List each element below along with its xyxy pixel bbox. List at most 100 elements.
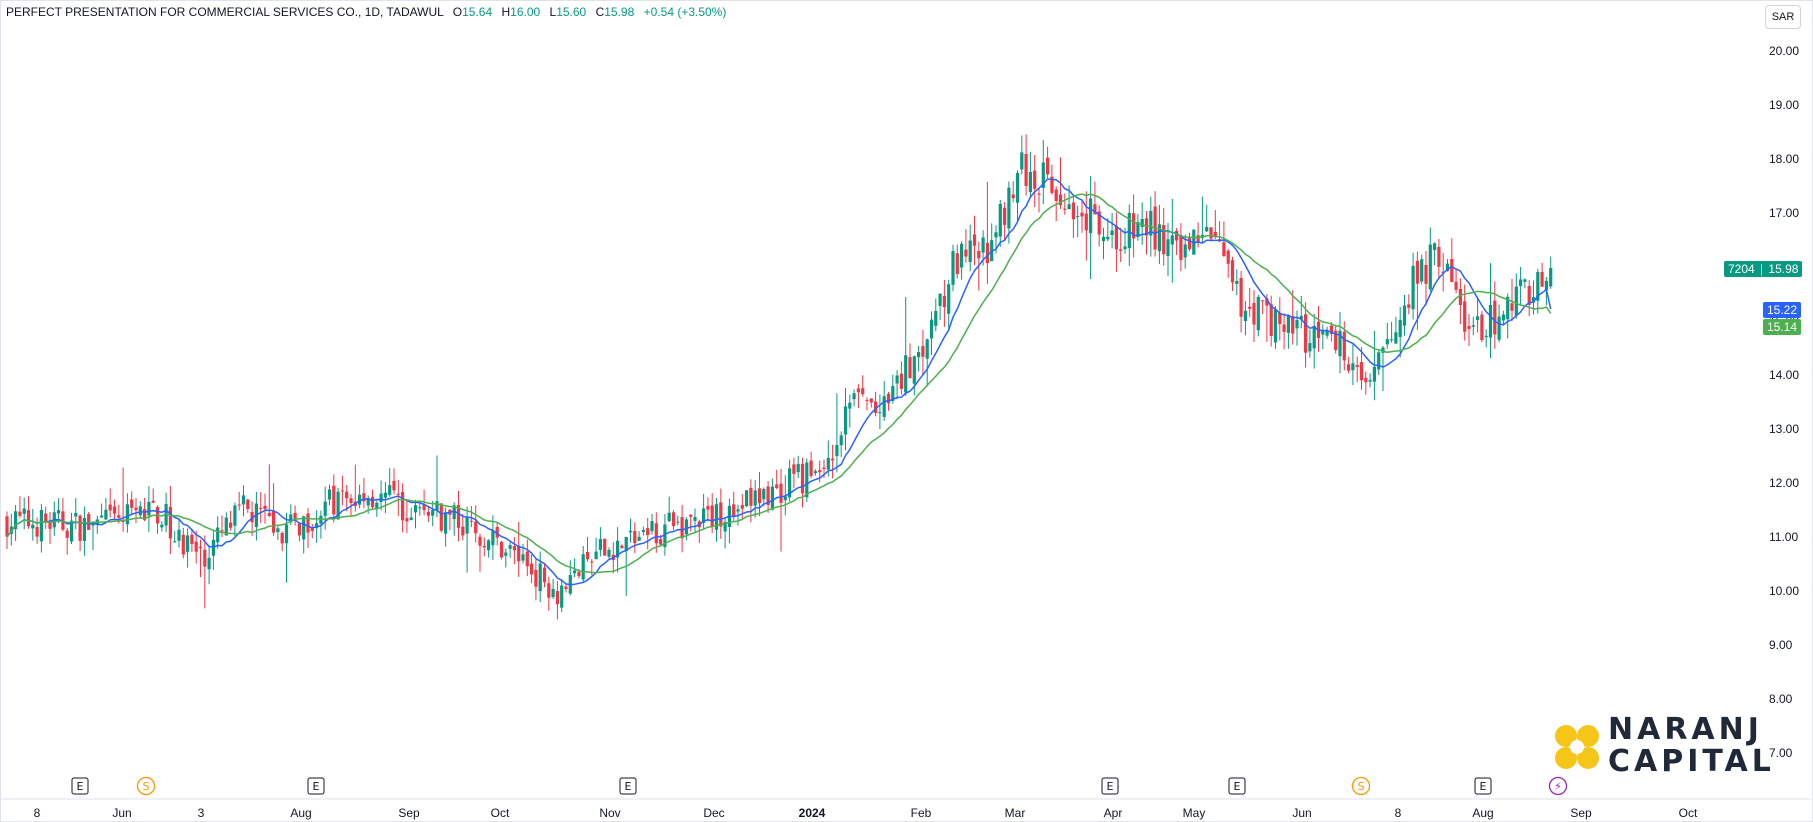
candle [1046, 146, 1050, 179]
candle [39, 503, 43, 553]
candle [280, 531, 284, 552]
candle [1256, 294, 1260, 337]
candle [1252, 290, 1256, 343]
candle [1213, 210, 1217, 239]
candle [964, 229, 968, 263]
candle [1226, 248, 1230, 278]
candle [917, 345, 921, 372]
currency-button[interactable]: SAR [1765, 5, 1801, 29]
candle [1239, 270, 1243, 333]
low-value: 15.60 [556, 5, 587, 19]
candle [48, 512, 52, 545]
earnings-event-icon[interactable]: E [71, 777, 89, 795]
candle [719, 488, 723, 539]
candle [1402, 295, 1407, 336]
close-label: C [595, 5, 605, 19]
flash-event-icon[interactable]: ⚡ [1548, 776, 1568, 796]
candle [637, 531, 641, 542]
candle [1295, 310, 1299, 346]
candle [190, 529, 194, 553]
candle [800, 457, 805, 508]
candle [865, 397, 869, 411]
candle [345, 485, 349, 512]
candle [52, 501, 56, 536]
candle [1493, 281, 1497, 349]
candle [1359, 346, 1364, 390]
candle [968, 224, 972, 272]
event-label: E [1480, 780, 1487, 793]
candle [108, 488, 112, 518]
candle [323, 486, 327, 530]
candle [22, 497, 26, 530]
candle [727, 498, 731, 544]
ma-fast-line [6, 178, 1552, 586]
moving-averages-layer [6, 178, 1552, 586]
candle [1377, 350, 1381, 375]
candle [1187, 232, 1192, 251]
candle [100, 503, 104, 518]
candle [121, 467, 125, 532]
candle [155, 505, 160, 534]
candle [263, 493, 267, 524]
ma-slow-tag: 15.14 [1763, 319, 1802, 335]
candle [714, 498, 719, 542]
candle [1506, 293, 1510, 339]
candle [852, 389, 856, 407]
candle [413, 499, 418, 529]
event-label: E [1234, 780, 1241, 793]
candle [693, 508, 697, 534]
candle [134, 498, 138, 524]
candle [779, 468, 783, 552]
candle [207, 544, 211, 585]
candle [474, 505, 478, 543]
high-label: H [501, 5, 511, 19]
candle [1441, 253, 1445, 292]
price-axis[interactable]: 20.0019.0018.0017.0016.0015.0014.0013.00… [1769, 44, 1799, 760]
candle [594, 537, 598, 560]
price-tick-label: 19.00 [1769, 98, 1799, 112]
earnings-event-icon[interactable]: E [1474, 777, 1492, 795]
candle [1338, 311, 1342, 374]
candle [306, 508, 310, 548]
price-tick-label: 14.00 [1769, 368, 1799, 382]
candle [1415, 251, 1419, 330]
last-price-tag: 7204 15.98 [1724, 261, 1803, 277]
candle [1265, 294, 1269, 343]
high-value: 16.00 [510, 5, 541, 19]
candle [14, 504, 18, 541]
price-tick-label: 11.00 [1769, 530, 1798, 544]
candle [671, 510, 676, 531]
time-tick-label: 8 [34, 806, 41, 820]
earnings-event-icon[interactable]: E [1101, 777, 1119, 795]
candle [1501, 310, 1505, 326]
candle [1381, 346, 1385, 391]
candle [1076, 205, 1080, 238]
candle [1020, 135, 1024, 175]
earnings-event-icon[interactable]: E [619, 777, 637, 795]
symbol-title[interactable]: PERFECT PRESENTATION FOR COMMERCIAL SERV… [6, 5, 444, 19]
split-event-icon[interactable]: S [1351, 776, 1371, 796]
candle [1157, 204, 1161, 264]
earnings-event-icon[interactable]: E [307, 777, 325, 795]
price-tick-label: 9.00 [1769, 638, 1793, 652]
earnings-event-icon[interactable]: E [1228, 777, 1246, 795]
candle [138, 501, 142, 519]
candle [125, 493, 129, 533]
candle [405, 501, 409, 534]
candle [908, 343, 912, 379]
time-axis[interactable]: 8 Jun 3 Aug Sep Oct Nov Dec 2024 Feb Mar Apr May Jun 8… [34, 806, 1698, 820]
candle [547, 576, 551, 611]
candle [1312, 313, 1316, 369]
candle [297, 522, 301, 542]
candle [160, 521, 164, 532]
candle [925, 338, 929, 387]
time-tick-label: 8 [1395, 806, 1402, 820]
candle [1282, 313, 1286, 350]
split-event-icon[interactable]: S [136, 776, 156, 796]
candle [396, 479, 400, 517]
close-value: 15.98 [604, 5, 635, 19]
candle [431, 500, 435, 527]
candle [753, 480, 757, 518]
candle [1011, 181, 1015, 203]
